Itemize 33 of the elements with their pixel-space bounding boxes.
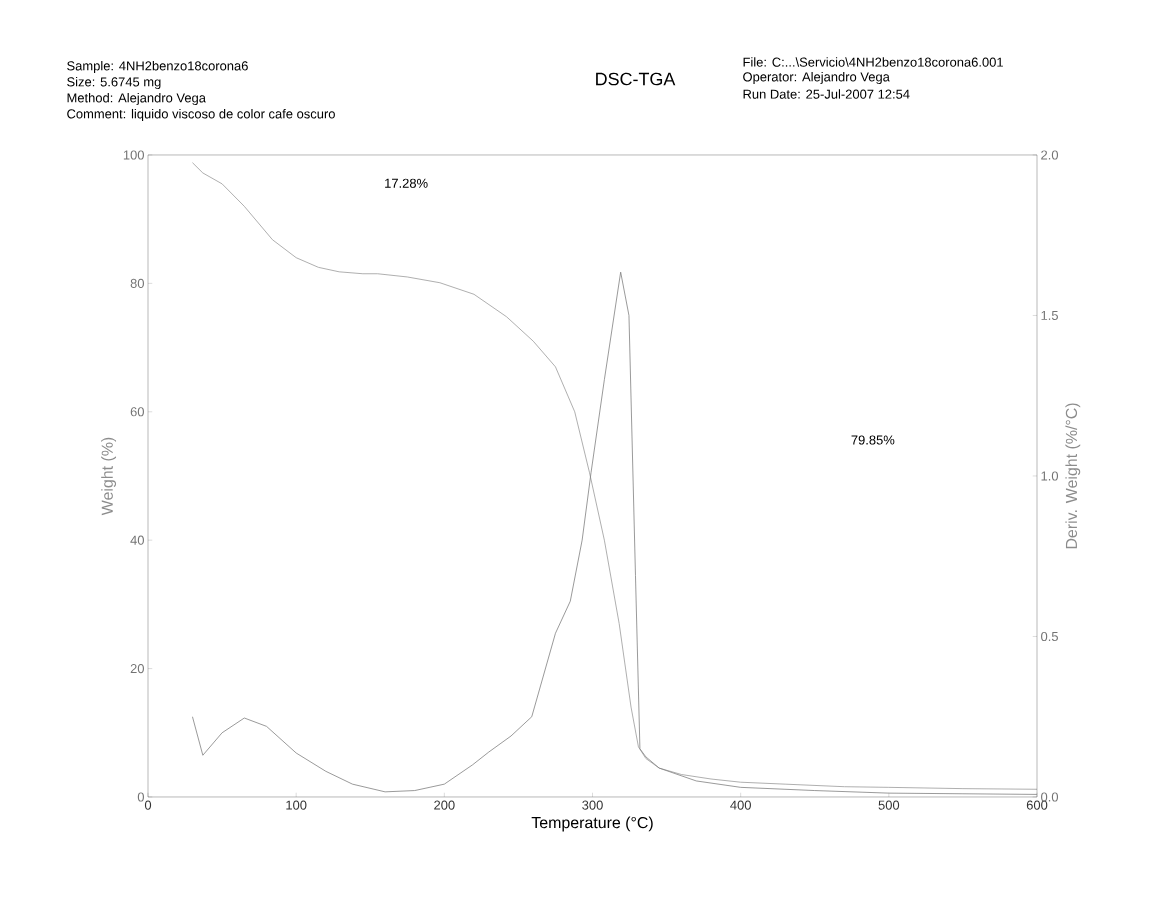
y-tick-label: 100	[123, 150, 144, 160]
x-tick-label: 500	[878, 800, 900, 810]
text: Size: 5.6745 mg	[67, 76, 161, 90]
y2-tick-label: 1.0	[1041, 471, 1059, 481]
text: Run Date: 25-Jul-2007 12:54	[743, 89, 910, 99]
y2-tick-label: 0.0	[1041, 792, 1059, 802]
y-tick-label: 80	[130, 278, 144, 288]
y-tick-label: 0	[137, 792, 144, 802]
chart-title: DSC-TGA	[596, 72, 676, 86]
x-tick-label: 200	[434, 800, 455, 810]
y2-axis-title: Deriv. Weight (%/°C)	[1065, 403, 1081, 549]
text: Comment: liquido viscoso de color cafe oscuro	[67, 108, 335, 122]
x-tick-label: 600	[1026, 800, 1048, 810]
y2-tick-label: 0.5	[1041, 631, 1058, 642]
y-tick-label: 60	[130, 407, 144, 417]
line-series	[192, 271, 1038, 795]
y2-tick-label: 1.5	[1041, 310, 1058, 320]
x-tick-label: 0	[144, 800, 152, 810]
x-tick-label: 400	[730, 800, 751, 810]
text: Sample: 4NH2benzo18corona6	[67, 60, 248, 74]
x-tick-label: 100	[286, 800, 307, 810]
text: Method: Alejandro Vega	[67, 92, 206, 106]
y-tick-label: 20	[130, 663, 144, 674]
text: Operator: Alejandro Vega	[743, 71, 890, 85]
y-tick-label: 40	[130, 535, 144, 545]
text: File: C:...\Servicio\4NH2benzo18corona6.001	[743, 57, 1003, 67]
line-series	[192, 162, 1038, 790]
annotation: 17.28%	[385, 178, 428, 188]
y2-tick-label: 2.0	[1041, 150, 1059, 160]
x-axis-title: Temperature (°C)	[531, 816, 653, 832]
x-tick-label: 300	[582, 800, 603, 810]
annotation: 79.85%	[851, 435, 895, 445]
y-axis-title: Weight (%)	[101, 437, 117, 516]
